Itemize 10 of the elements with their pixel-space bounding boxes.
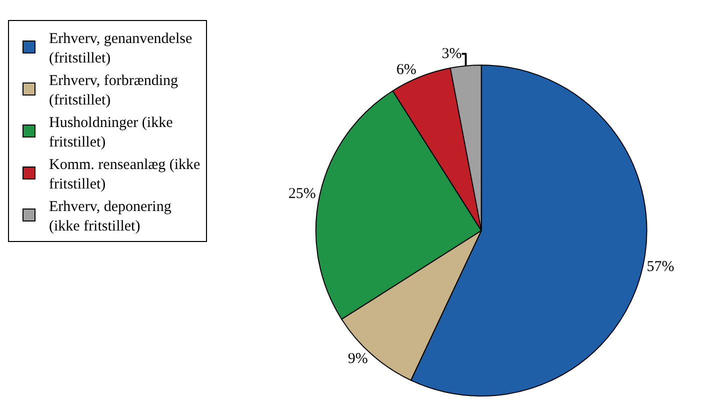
- legend-label: Komm. renseanlæg (ikke fritstillet): [49, 157, 201, 193]
- legend-label: Erhverv, deponering (ikke fritstillet): [49, 199, 172, 235]
- data-label: 6%: [396, 62, 416, 78]
- legend-label: Erhverv, genanvendelse (fritstillet): [49, 31, 192, 67]
- data-label: 3%: [442, 46, 462, 62]
- legend-label: Husholdninger (ikke fritstillet): [49, 115, 174, 151]
- data-label: 25%: [288, 186, 316, 202]
- legend-label: Erhverv, forbrænding (fritstillet): [49, 73, 178, 109]
- data-label: 57%: [646, 259, 674, 276]
- data-label: 9%: [348, 351, 368, 368]
